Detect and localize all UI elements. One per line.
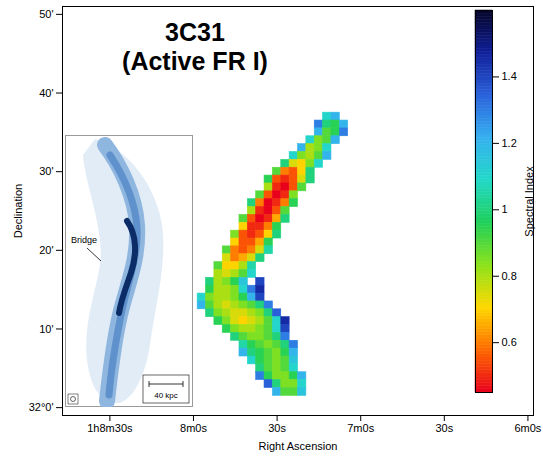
svg-text:0.6: 0.6	[502, 336, 517, 348]
svg-text:20': 20'	[39, 244, 53, 256]
svg-text:30': 30'	[39, 165, 53, 177]
svg-text:Declination: Declination	[12, 184, 24, 238]
svg-text:40 kpc: 40 kpc	[154, 391, 178, 400]
svg-text:1.4: 1.4	[502, 70, 517, 82]
svg-text:30s: 30s	[435, 422, 453, 434]
svg-text:50': 50'	[39, 8, 53, 20]
svg-text:1: 1	[502, 203, 508, 215]
svg-text:0.8: 0.8	[502, 270, 517, 282]
svg-text:6m0s: 6m0s	[514, 422, 541, 434]
svg-text:7m0s: 7m0s	[347, 422, 374, 434]
svg-text:40': 40'	[39, 87, 53, 99]
svg-text:Bridge: Bridge	[71, 235, 97, 245]
html-text:(Active FR I): (Active FR I)	[122, 46, 268, 75]
html-text:3C31: 3C31	[165, 18, 225, 46]
svg-text:Spectral Index: Spectral Index	[523, 166, 535, 237]
svg-text:1.2: 1.2	[502, 137, 517, 149]
svg-text:Right Ascension: Right Ascension	[259, 440, 338, 452]
svg-text:1h8m30s: 1h8m30s	[87, 422, 133, 434]
svg-text:8m0s: 8m0s	[180, 422, 207, 434]
svg-text:10': 10'	[39, 323, 53, 335]
svg-text:30s: 30s	[268, 422, 286, 434]
svg-text:32°0': 32°0'	[29, 401, 54, 413]
